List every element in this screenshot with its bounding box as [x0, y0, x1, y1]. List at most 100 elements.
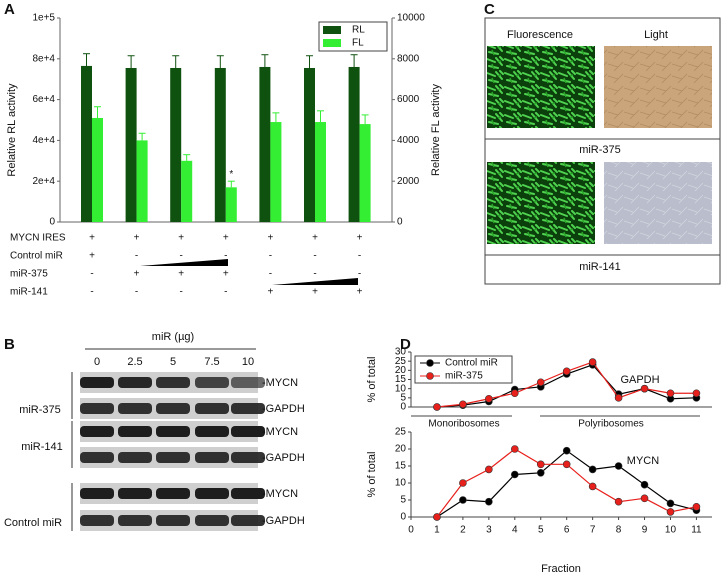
cell: + — [267, 287, 273, 298]
x-tick-label: 6 — [564, 525, 570, 536]
bar — [315, 122, 326, 222]
legend-marker — [426, 372, 434, 380]
point — [640, 384, 649, 393]
band — [195, 377, 229, 388]
y-tick-label: 25 — [395, 427, 407, 438]
band — [156, 403, 190, 414]
band — [231, 488, 265, 499]
y-tick-label: 1e+5 — [32, 13, 55, 24]
bar — [225, 187, 237, 222]
bar — [81, 65, 92, 222]
band — [231, 452, 265, 463]
band — [80, 377, 114, 388]
cell: + — [312, 287, 318, 298]
y-tick-label: 10 — [395, 383, 407, 394]
legend-label: RL — [352, 25, 365, 36]
bar — [181, 160, 193, 222]
light-image — [604, 46, 712, 128]
band — [118, 452, 152, 463]
band — [231, 403, 265, 414]
band — [231, 426, 265, 437]
row-label: miR-375 — [10, 269, 48, 280]
bar — [304, 67, 315, 222]
bar — [348, 66, 360, 223]
point — [536, 468, 545, 477]
column-label: Fluorescence — [507, 29, 573, 41]
point — [666, 508, 675, 516]
point — [459, 400, 467, 409]
x-tick-label: 9 — [642, 525, 648, 536]
panel-box — [484, 17, 721, 285]
point — [459, 496, 467, 504]
annotation: * — [229, 169, 233, 180]
cell: + — [134, 269, 140, 280]
point — [433, 513, 441, 521]
point — [562, 446, 571, 455]
dose-wedge — [140, 259, 228, 266]
column-label: Light — [644, 29, 668, 41]
cell: + — [178, 233, 184, 244]
band — [80, 488, 114, 499]
cell: + — [89, 233, 95, 244]
band — [195, 515, 229, 526]
y-tick-label: 4e+4 — [32, 135, 55, 146]
band — [156, 452, 190, 463]
cell: + — [312, 233, 318, 244]
x-tick-label: 10 — [665, 525, 677, 536]
bar — [92, 117, 103, 222]
cell: + — [134, 233, 140, 244]
cell: - — [313, 251, 316, 262]
cell: + — [223, 269, 229, 280]
point — [666, 389, 675, 398]
y-tick-label: 5 — [400, 392, 406, 403]
cell: + — [89, 251, 95, 262]
x-tick-label: 3 — [486, 525, 492, 536]
band — [195, 403, 229, 414]
band — [118, 426, 152, 437]
cell: - — [135, 251, 138, 262]
dose-label: 10 — [242, 356, 254, 368]
point — [692, 389, 701, 398]
annotation: Monoribosomes — [428, 419, 499, 430]
annotation: Polyribosomes — [578, 419, 644, 430]
y-axis-label: % of total — [366, 357, 378, 403]
cell: - — [224, 287, 227, 298]
x-axis-label: Fraction — [541, 563, 581, 575]
point — [588, 358, 597, 366]
x-tick-label: 1 — [434, 525, 440, 536]
x-tick-label: 8 — [616, 525, 622, 536]
point — [666, 499, 675, 508]
cell: + — [357, 233, 363, 244]
band — [80, 515, 114, 526]
point — [536, 378, 545, 387]
dose-wedge — [272, 278, 358, 285]
y2-tick-label: 6000 — [397, 94, 420, 105]
y2-tick-label: 0 — [397, 217, 403, 228]
legend-swatch — [323, 39, 341, 47]
legend-label: Control miR — [445, 358, 498, 369]
chart-label: MYCN — [627, 455, 659, 467]
y-tick-label: 15 — [395, 374, 407, 385]
band — [118, 403, 152, 414]
band — [195, 488, 229, 499]
x-tick-label: 7 — [590, 525, 596, 536]
band-label: -GAPDH — [262, 515, 305, 527]
band — [80, 452, 114, 463]
band-label: -MYCN — [262, 488, 298, 500]
point — [536, 460, 545, 469]
point — [614, 394, 623, 402]
band — [156, 515, 190, 526]
y-tick-label: 2e+4 — [32, 176, 55, 187]
cell: + — [357, 287, 363, 298]
band — [195, 452, 229, 463]
band — [231, 377, 265, 388]
band — [195, 426, 229, 437]
dose-header: miR (µg) — [152, 331, 194, 343]
x-tick-label: 0 — [408, 525, 414, 536]
y2-tick-label: 4000 — [397, 135, 420, 146]
cell: + — [223, 233, 229, 244]
point — [510, 470, 519, 479]
band-label: -MYCN — [262, 426, 298, 438]
y-tick-label: 10 — [395, 478, 407, 489]
